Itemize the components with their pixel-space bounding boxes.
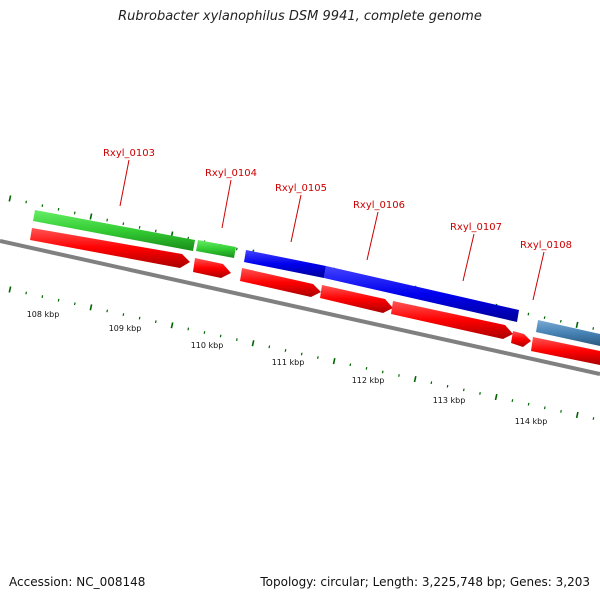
- gene-label-rxyl-0105[interactable]: Rxyl_0105: [275, 183, 327, 194]
- tick-mark: [203, 331, 206, 334]
- feature-blue-2[interactable]: [324, 266, 519, 322]
- tick-mark: [187, 327, 190, 331]
- scale-label-108-kbp: 108 kbp: [27, 310, 60, 319]
- scale-label-112-kbp: 112 kbp: [352, 376, 385, 385]
- tick-mark: [494, 393, 498, 401]
- tick-mark: [73, 211, 76, 215]
- leader-line-rxyl-0104: [221, 179, 232, 229]
- tick-mark: [41, 204, 44, 208]
- tick-mark: [575, 411, 579, 419]
- gene-label-rxyl-0103[interactable]: Rxyl_0103: [103, 148, 155, 159]
- tick-mark: [332, 358, 336, 365]
- accession-text: Accession: NC_008148: [9, 575, 146, 589]
- tick-mark: [349, 363, 352, 367]
- cds-arrow-6[interactable]: [511, 331, 531, 347]
- tick-mark: [170, 322, 174, 329]
- tick-mark: [365, 366, 368, 370]
- tick-mark: [89, 213, 93, 220]
- tick-mark: [413, 376, 417, 383]
- tick-mark: [560, 409, 562, 413]
- tick-mark: [592, 417, 595, 420]
- tick-mark: [154, 229, 157, 233]
- map-title: Rubrobacter xylanophilus DSM 9941, compl…: [118, 9, 482, 24]
- tick-mark: [511, 399, 514, 403]
- feature-blue-1[interactable]: [244, 250, 326, 278]
- leader-line-rxyl-0107: [462, 233, 475, 282]
- tick-mark: [527, 312, 530, 316]
- tick-mark: [398, 374, 400, 377]
- scale-label-109-kbp: 109 kbp: [109, 324, 142, 333]
- genome-stats-text: Topology: circular; Length: 3,225,748 bp…: [260, 575, 590, 589]
- cds-arrow-4[interactable]: [320, 285, 393, 313]
- cds-arrow-5[interactable]: [391, 301, 513, 339]
- tick-mark: [106, 218, 108, 222]
- tick-mark: [592, 327, 595, 330]
- tick-mark: [122, 222, 125, 226]
- leader-line-rxyl-0105: [290, 194, 302, 243]
- tick-mark: [317, 356, 319, 359]
- tick-mark: [25, 200, 27, 204]
- scale-label-111-kbp: 111 kbp: [272, 358, 305, 367]
- tick-mark: [236, 338, 238, 342]
- tick-mark: [479, 392, 481, 395]
- tick-mark: [251, 340, 255, 347]
- feature-green-2[interactable]: [196, 240, 236, 258]
- tick-mark: [430, 381, 433, 385]
- leader-line-rxyl-0106: [366, 211, 379, 261]
- tick-mark: [154, 320, 157, 324]
- genome-backbone: [0, 239, 600, 376]
- tick-mark: [57, 298, 60, 302]
- cds-arrow-3[interactable]: [240, 268, 321, 297]
- tick-mark: [284, 348, 287, 352]
- tick-mark: [381, 370, 384, 374]
- scale-label-114-kbp: 114 kbp: [515, 417, 548, 426]
- tick-mark: [138, 316, 141, 320]
- tick-mark: [138, 225, 141, 229]
- tick-mark: [527, 402, 530, 406]
- tick-mark: [57, 207, 60, 211]
- lower-tick-ring: [8, 286, 595, 420]
- tick-mark: [106, 309, 109, 313]
- scale-label-110-kbp: 110 kbp: [191, 341, 224, 350]
- cds-arrow-2[interactable]: [193, 258, 231, 278]
- tick-mark: [8, 195, 12, 202]
- scale-label-113-kbp: 113 kbp: [433, 396, 466, 405]
- tick-mark: [446, 384, 449, 388]
- tick-mark: [8, 286, 12, 293]
- feature-steelblue-1[interactable]: [536, 320, 600, 346]
- leader-line-rxyl-0103: [119, 159, 130, 207]
- tick-mark: [543, 316, 546, 320]
- tick-mark: [41, 295, 44, 299]
- tick-mark: [543, 406, 546, 410]
- gene-label-rxyl-0104[interactable]: Rxyl_0104: [205, 168, 257, 179]
- tick-mark: [300, 352, 303, 356]
- cds-arrow-7[interactable]: [531, 337, 600, 365]
- tick-mark: [219, 334, 222, 338]
- tick-mark: [462, 388, 465, 392]
- tick-mark: [25, 291, 27, 295]
- tick-mark: [235, 247, 238, 251]
- tick-mark: [73, 302, 76, 306]
- tick-mark: [575, 321, 579, 328]
- tick-mark: [89, 304, 93, 311]
- tick-mark: [268, 345, 271, 349]
- gene-label-rxyl-0107[interactable]: Rxyl_0107: [450, 222, 502, 233]
- leader-line-rxyl-0108: [532, 251, 545, 301]
- gene-label-rxyl-0108[interactable]: Rxyl_0108: [520, 240, 572, 251]
- tick-mark: [559, 319, 562, 323]
- feature-green-1[interactable]: [33, 210, 195, 251]
- tick-mark: [122, 313, 125, 316]
- cds-arrow-1[interactable]: [30, 228, 190, 268]
- gene-label-rxyl-0106[interactable]: Rxyl_0106: [353, 200, 405, 211]
